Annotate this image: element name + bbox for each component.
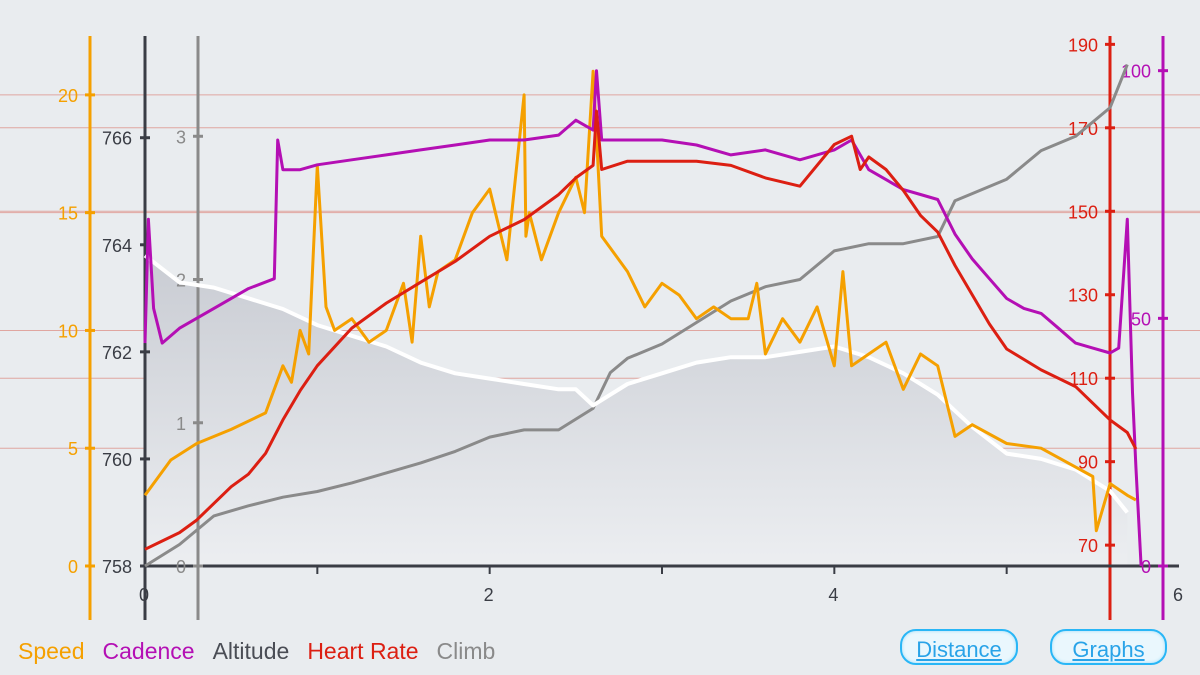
- series-heart-rate: [144, 109, 1138, 551]
- series-altitude: [143, 253, 1129, 514]
- altitude-tick-label-760: 760: [102, 450, 132, 470]
- altitude-tick-label-758: 758: [102, 557, 132, 577]
- cadence-tick-label-0: 0: [1141, 557, 1151, 577]
- series-speed: [143, 69, 1137, 533]
- chart-area: 0 2 4 6051015207587607627647660123709011013…: [0, 35, 1200, 620]
- altitude-tick-label-766: 766: [102, 129, 132, 149]
- climb-tick-label-1: 1: [176, 414, 186, 434]
- altitude-area: [145, 255, 1128, 567]
- legend-altitude[interactable]: Altitude: [212, 638, 290, 664]
- altitude-tick-label-764: 764: [102, 236, 132, 256]
- heart_rate-tick-label-190: 190: [1068, 35, 1098, 55]
- heart_rate-tick-label-130: 130: [1068, 286, 1098, 306]
- x-tick-label-4: 4: [828, 585, 838, 605]
- heart_rate-tick-label-90: 90: [1078, 453, 1098, 473]
- climb-tick-label-3: 3: [176, 127, 186, 147]
- cadence-tick-label-50: 50: [1131, 309, 1151, 329]
- speed-tick-label-20: 20: [58, 86, 78, 106]
- series-cadence: [143, 69, 1143, 567]
- series-lines: [143, 64, 1143, 568]
- heart_rate-tick-label-110: 110: [1069, 369, 1098, 389]
- legend-cadence[interactable]: Cadence: [102, 638, 195, 664]
- heart_rate-tick-label-70: 70: [1078, 536, 1098, 556]
- graphs-button[interactable]: Graphs: [1050, 629, 1167, 665]
- speed-tick-label-0: 0: [68, 557, 78, 577]
- speed-tick-label-5: 5: [68, 439, 78, 459]
- altitude-tick-label-762: 762: [102, 343, 132, 363]
- axes: 0 2 4 6051015207587607627647660123709011013…: [58, 35, 1183, 620]
- legend-speed[interactable]: Speed: [18, 638, 85, 664]
- heart_rate-tick-label-150: 150: [1068, 202, 1098, 222]
- distance-button[interactable]: Distance: [900, 629, 1018, 665]
- legend: Speed Cadence Altitude Heart Rate Climb: [18, 638, 513, 665]
- x-tick-label-6: 6: [1173, 585, 1183, 605]
- cadence-tick-label-100: 100: [1121, 62, 1151, 82]
- climb-tick-label-0: 0: [176, 557, 186, 577]
- speed-tick-label-10: 10: [58, 321, 78, 341]
- legend-heart-rate[interactable]: Heart Rate: [307, 638, 419, 664]
- series-climb: [144, 64, 1129, 568]
- x-tick-label-0: 0: [139, 585, 149, 605]
- legend-climb[interactable]: Climb: [436, 638, 496, 664]
- speed-tick-label-15: 15: [58, 204, 78, 224]
- x-tick-label-2: 2: [484, 585, 494, 605]
